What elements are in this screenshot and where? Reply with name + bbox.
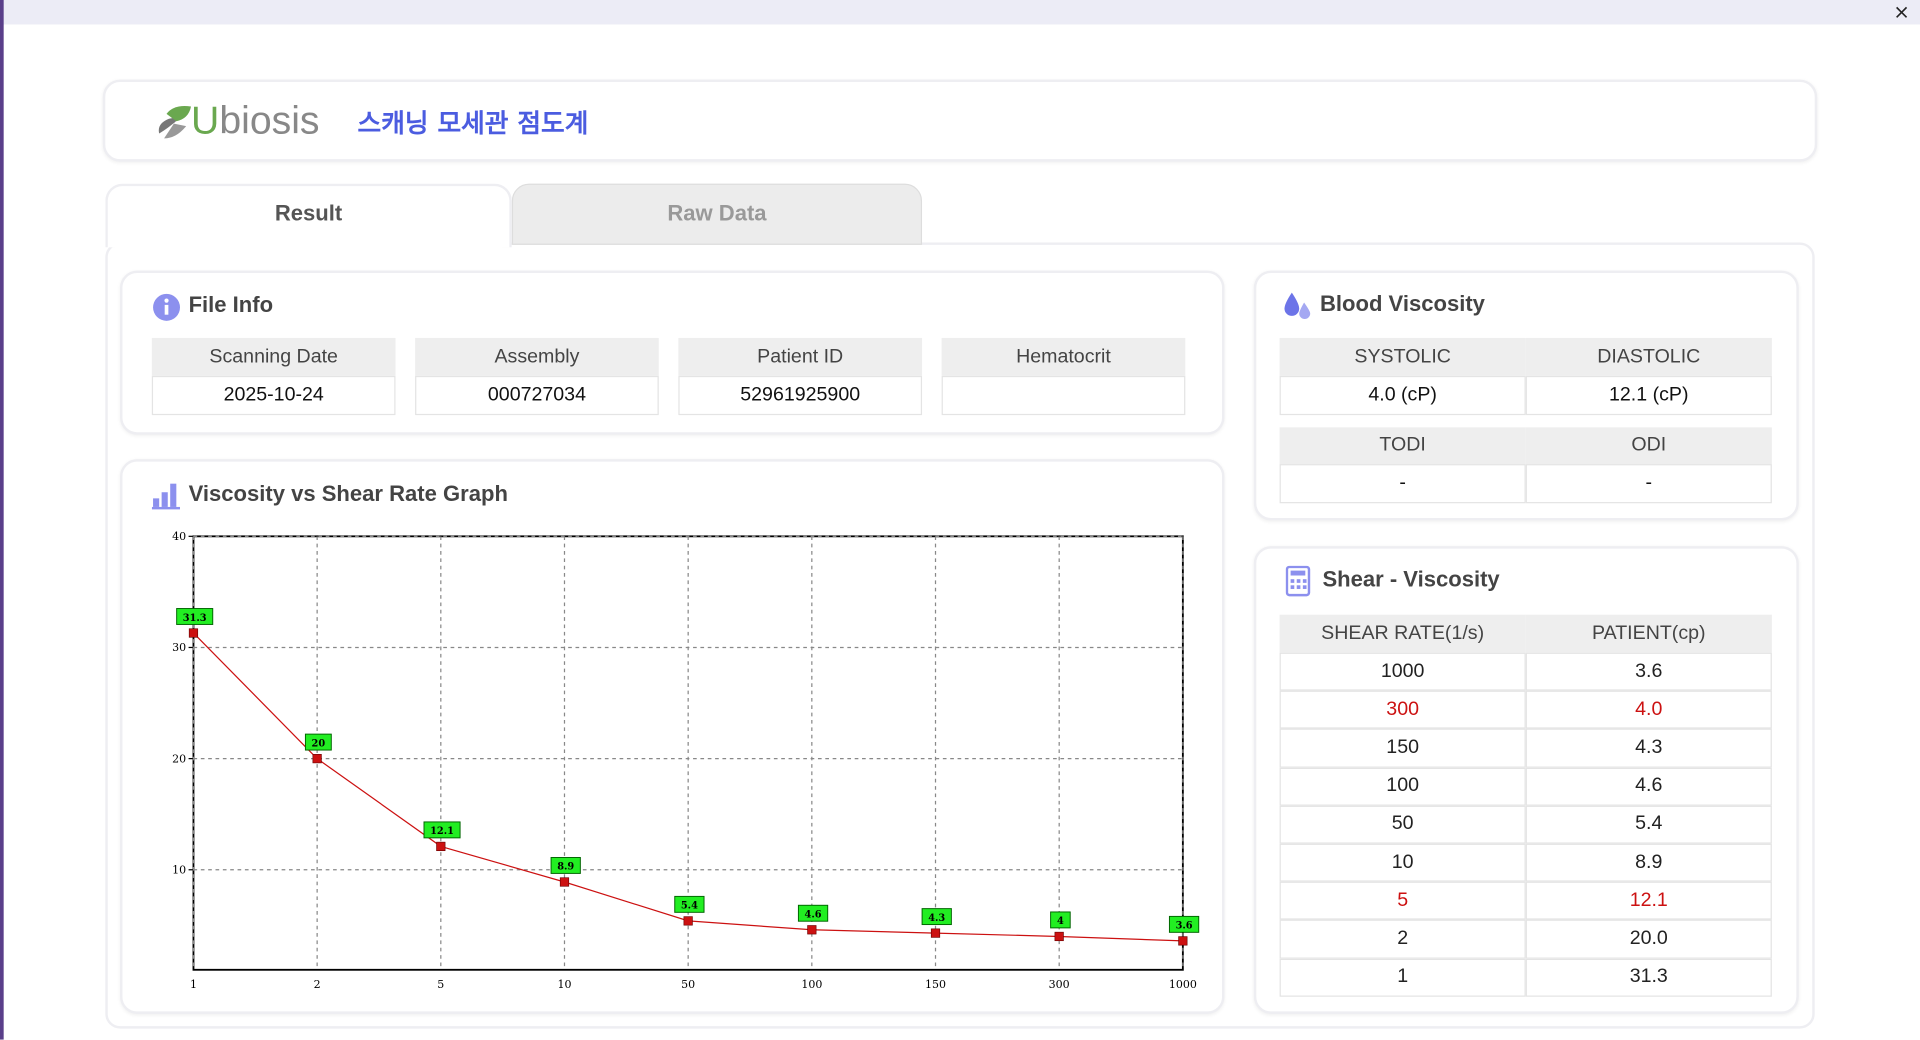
card-title: Viscosity vs Shear Rate Graph	[188, 481, 508, 506]
table-cell: 150	[1279, 729, 1526, 768]
table-cell: 20.0	[1525, 920, 1772, 959]
table-header: Scanning Date	[151, 337, 396, 376]
graph-card: Viscosity vs Shear Rate Graph	[120, 459, 1225, 1014]
app-title: 스캐닝 모세관 점도계	[357, 108, 589, 139]
logo-rest: biosis	[219, 97, 320, 143]
table-cell: -	[1525, 464, 1772, 504]
logo-icon	[158, 106, 192, 139]
card-title: File Info	[188, 292, 274, 318]
table-cell: 3.6	[1525, 652, 1772, 691]
table-cell: 4.6	[1525, 767, 1772, 806]
table-cell: 31.3	[1525, 958, 1772, 997]
card-title: Shear - Viscosity	[1322, 566, 1500, 592]
table-cell: 1	[1279, 958, 1526, 997]
table-cell: 1000	[1279, 652, 1526, 691]
logo: Ubiosis	[191, 98, 319, 143]
table-cell: 000727034	[415, 375, 659, 416]
card-title: Blood Viscosity	[1320, 291, 1485, 316]
table-cell: 10	[1279, 843, 1526, 882]
table-cell: 50	[1279, 805, 1526, 844]
table-header: Hematocrit	[941, 337, 1186, 376]
table-header: Assembly	[415, 337, 659, 376]
table-cell: 5	[1279, 881, 1526, 921]
drop-icon	[1284, 292, 1311, 319]
tab[interactable]: Raw Data	[511, 183, 923, 245]
window-edge	[0, 0, 4, 1040]
table-cell: 300	[1279, 690, 1526, 730]
table-cell: 100	[1279, 767, 1526, 806]
table-header: SYSTOLIC	[1279, 337, 1526, 376]
chart-icon	[151, 483, 181, 510]
table-cell: 12.1	[1525, 881, 1772, 921]
main-panel	[105, 242, 1815, 1029]
table-cell: -	[1279, 464, 1526, 504]
table-header: PATIENT(cp)	[1525, 614, 1772, 653]
logo-initial: U	[191, 97, 220, 143]
info-icon	[153, 293, 181, 321]
table-cell: 8.9	[1525, 843, 1772, 882]
table-header: Patient ID	[678, 337, 923, 376]
header-card: Ubiosis 스캐닝 모세관 점도계	[102, 79, 1818, 162]
close-button[interactable]: ×	[1893, 0, 1910, 24]
table-header: TODI	[1279, 427, 1526, 465]
title-bar	[0, 0, 1920, 25]
table-header: SHEAR RATE(1/s)	[1279, 614, 1526, 653]
table-header: ODI	[1525, 427, 1772, 465]
table-cell: 4.3	[1525, 729, 1772, 768]
table-cell: 12.1 (cP)	[1525, 375, 1772, 416]
table-header: DIASTOLIC	[1525, 337, 1772, 376]
table-cell	[941, 375, 1186, 416]
table-cell: 2025-10-24	[151, 375, 396, 416]
table-cell: 4.0	[1525, 690, 1772, 730]
table-cell: 52961925900	[678, 375, 923, 416]
table-cell: 5.4	[1525, 805, 1772, 844]
tab-active[interactable]: Result	[105, 183, 512, 248]
calculator-icon	[1285, 565, 1311, 597]
table-cell: 4.0 (cP)	[1279, 375, 1526, 416]
table-cell: 2	[1279, 920, 1526, 959]
